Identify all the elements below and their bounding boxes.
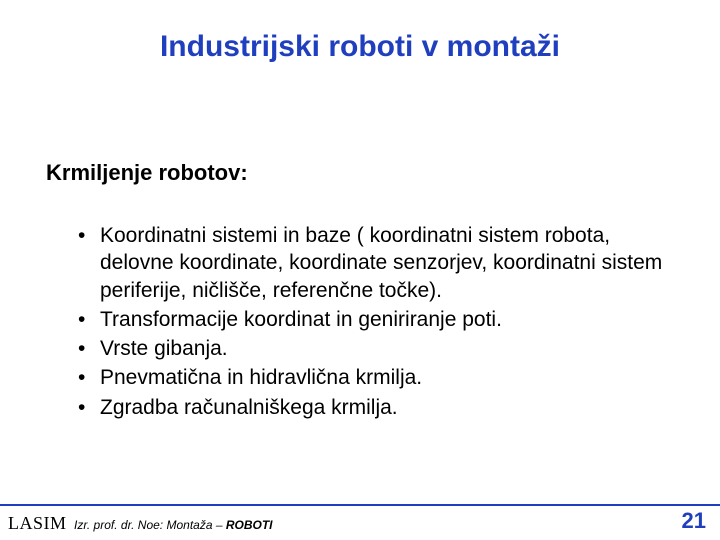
footer-lasim: LASIM	[8, 513, 67, 534]
page-number: 21	[682, 508, 706, 534]
bullet-list: Koordinatni sistemi in baze ( koordinatn…	[70, 222, 670, 423]
footer-credit-bold: ROBOTI	[226, 518, 273, 532]
footer-rule	[0, 504, 720, 506]
slide-footer: LASIM Izr. prof. dr. Noe: Montaža – ROBO…	[0, 504, 720, 540]
slide: Industrijski roboti v montaži Krmiljenje…	[0, 0, 720, 540]
list-item: Zgradba računalniškega krmilja.	[70, 394, 670, 421]
list-item: Transformacije koordinat in geniriranje …	[70, 306, 670, 333]
footer-credit-prefix: Izr. prof. dr. Noe: Montaža –	[74, 518, 226, 532]
list-item: Koordinatni sistemi in baze ( koordinatn…	[70, 222, 670, 304]
slide-subtitle: Krmiljenje robotov:	[46, 160, 248, 186]
list-item: Vrste gibanja.	[70, 335, 670, 362]
footer-credit: Izr. prof. dr. Noe: Montaža – ROBOTI	[74, 518, 273, 532]
slide-title: Industrijski roboti v montaži	[0, 30, 720, 64]
list-item: Pnevmatična in hidravlična krmilja.	[70, 364, 670, 391]
